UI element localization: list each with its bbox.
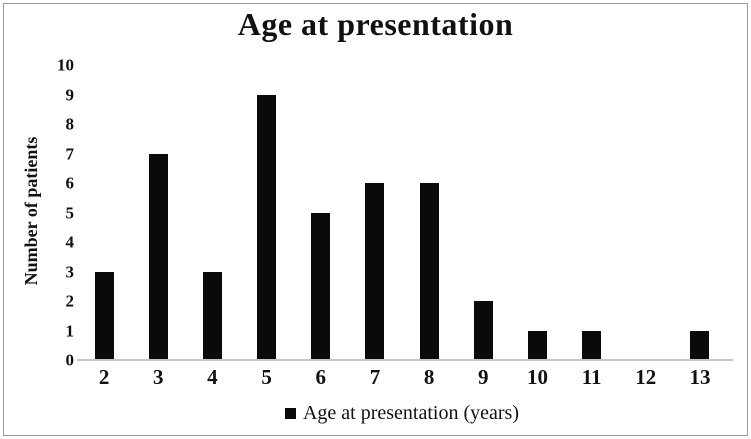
chart-title: Age at presentation: [237, 6, 514, 42]
x-tick-label-6: 6: [315, 365, 327, 389]
y-tick-label-2: 2: [65, 291, 75, 311]
bar-slot-4: [185, 65, 239, 360]
bar-age-10: [527, 330, 547, 360]
bar-slot-13: [673, 65, 727, 360]
bar-slot-8: [402, 65, 456, 360]
legend: Age at presentation (years): [77, 403, 727, 423]
bar-slot-5: [240, 65, 294, 360]
y-tick-label-6: 6: [65, 173, 75, 193]
bar-slot-6: [294, 65, 348, 360]
bar-slot-10: [510, 65, 564, 360]
bar-age-13: [690, 330, 710, 360]
bar-age-6: [311, 212, 331, 360]
bar-slot-7: [348, 65, 402, 360]
x-tick-label-3: 3: [153, 365, 164, 389]
bar-age-3: [148, 153, 168, 360]
x-tick-label-4: 4: [207, 365, 218, 389]
plot-area: [77, 65, 727, 360]
x-tick-label-13: 13: [689, 365, 711, 389]
x-tick-label-7: 7: [369, 365, 381, 389]
x-tick-label-11: 11: [581, 365, 602, 389]
bar-age-9: [473, 301, 493, 360]
x-tick-label-9: 9: [478, 365, 489, 389]
y-tick-label-7: 7: [65, 144, 75, 163]
y-tick-label-8: 8: [65, 114, 75, 134]
y-tick-label-4: 4: [65, 232, 75, 252]
y-tick-label-5: 5: [65, 203, 75, 222]
bar-slot-3: [131, 65, 185, 360]
legend-label: Age at presentation (years): [302, 402, 519, 424]
bar-slot-11: [565, 65, 619, 360]
bar-age-2: [94, 271, 114, 360]
bar-age-11: [582, 330, 602, 360]
x-tick-label-5: 5: [261, 365, 272, 389]
x-tick-label-10: 10: [526, 365, 548, 389]
x-axis-tick-labels: 2 3 4 5 6 7 8 9 10 11 12 13: [77, 367, 727, 388]
y-tick-label-1: 1: [65, 321, 75, 340]
bar-age-8: [419, 183, 439, 360]
y-axis-tick-labels: 0 1 2 3 4 5 6 7 8 9 10: [28, 57, 75, 369]
y-tick-label-10: 10: [57, 55, 74, 75]
bar-age-4: [202, 271, 222, 360]
y-tick-label-0: 0: [65, 350, 75, 370]
y-tick-label-9: 9: [65, 85, 75, 104]
bar-slot-2: [77, 65, 131, 360]
x-tick-label-2: 2: [98, 365, 110, 389]
bar-age-5: [257, 94, 277, 360]
bar-age-7: [365, 183, 385, 360]
y-tick-label-3: 3: [65, 262, 75, 281]
x-tick-label-12: 12: [635, 365, 657, 389]
x-axis-line: [77, 359, 733, 361]
legend-square-marker: [284, 408, 296, 419]
bar-slot-12: [619, 65, 673, 360]
bars-container: [77, 65, 727, 360]
bar-slot-9: [456, 65, 510, 360]
x-tick-label-8: 8: [423, 365, 435, 389]
